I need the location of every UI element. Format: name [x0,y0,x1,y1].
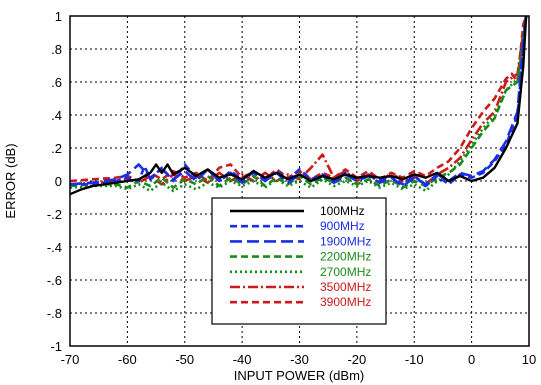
legend-label: 3500MHz [320,280,371,294]
x-tick-label: -30 [290,352,309,367]
series-line [69,15,528,183]
x-tick-label: -40 [233,352,252,367]
plot-frame [69,15,530,347]
y-tick-label: .4 [51,108,62,123]
y-tick-label: -1 [50,339,62,354]
x-tick-labels: -70 -60 -50 -40 -30 -20 -10 0 10 [61,352,537,367]
legend-label: 100MHz [320,204,365,218]
x-axis-title: INPUT POWER (dBm) [234,368,365,383]
series-line [69,15,528,186]
series-lines [69,15,528,196]
x-tick-label: -70 [61,352,80,367]
y-tick-label: -.6 [47,273,62,288]
y-axis-title: ERROR (dB) [3,143,18,218]
y-tick-labels: -1 -.8 -.6 -.4 -.2 0 .2 .4 .6 .8 1 [47,9,62,354]
series-line [69,15,528,193]
x-tick-label: -20 [347,352,366,367]
y-tick-label: -.2 [47,207,62,222]
legend-label: 3900MHz [320,295,371,309]
x-tick-label: -60 [118,352,137,367]
legend-label: 2700MHz [320,265,371,279]
y-tick-label: .6 [51,75,62,90]
y-tick-label: -.4 [47,240,62,255]
x-tick-label: 0 [468,352,475,367]
series-line [69,15,528,189]
y-tick-label: .2 [51,141,62,156]
y-tick-label: -.8 [47,306,62,321]
legend-label: 2200MHz [320,250,371,264]
y-tick-label: 1 [55,9,62,24]
x-tick-label: -10 [405,352,424,367]
legend-label: 1900MHz [320,234,371,248]
y-tick-label: 0 [55,174,62,189]
x-tick-label: 10 [522,352,536,367]
legend-label: 900MHz [320,219,365,233]
x-tick-label: -50 [175,352,194,367]
series-line [69,15,528,196]
y-tick-label: .8 [51,42,62,57]
series-line [70,15,528,188]
